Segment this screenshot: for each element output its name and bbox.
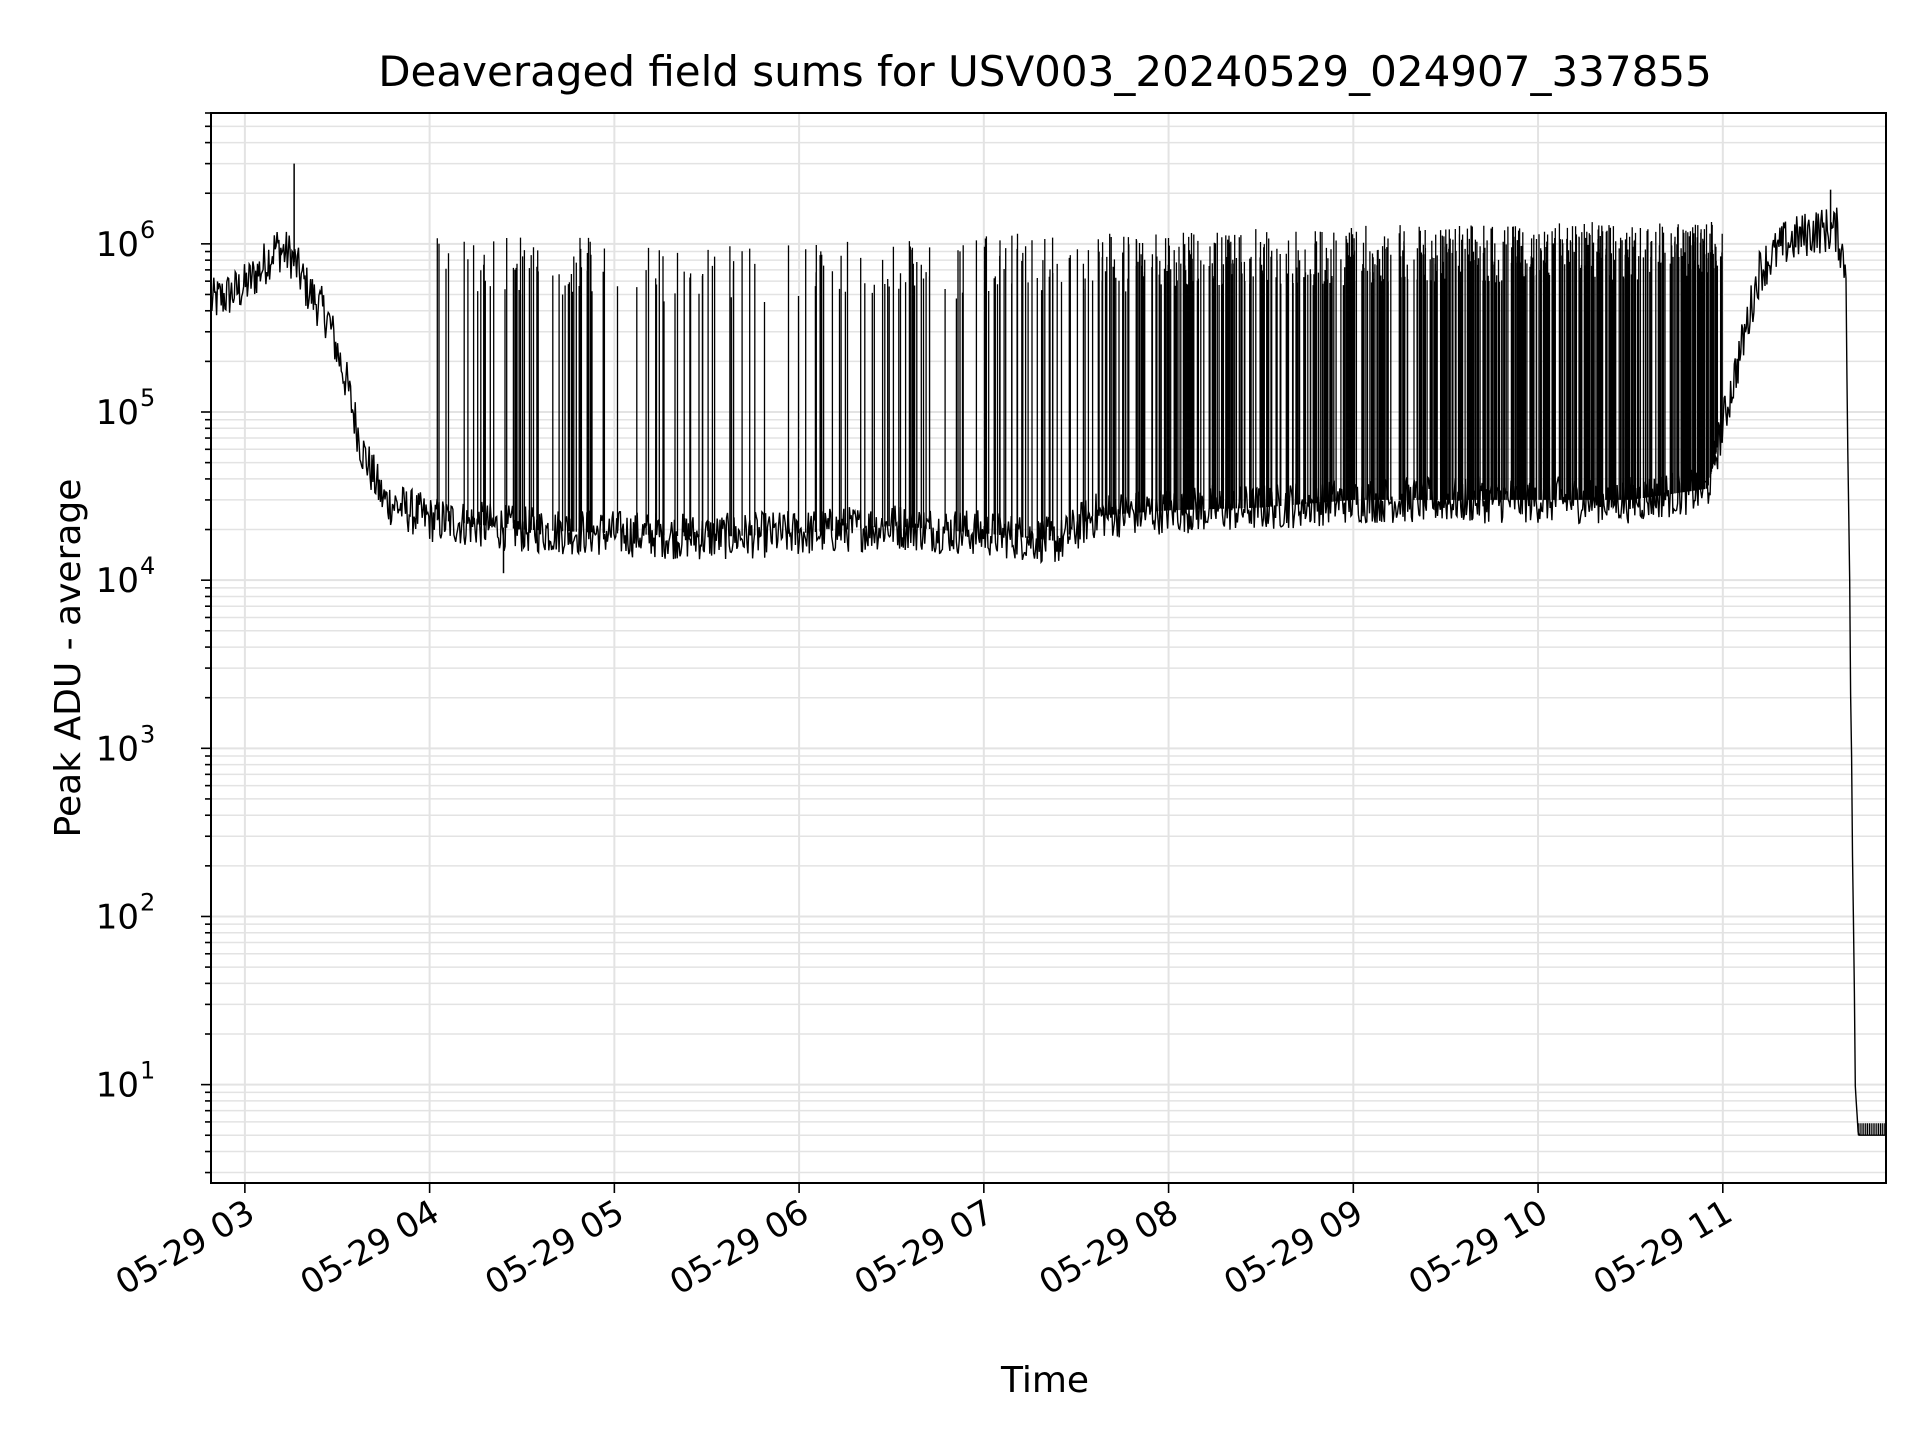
x-axis-label: Time (1000, 1360, 1089, 1401)
y-tick-exponent: 1 (140, 1057, 155, 1085)
series-spikes (436, 222, 1723, 541)
y-tick-base: 10 (96, 729, 139, 769)
chart-title: Deaveraged field sums for USV003_2024052… (378, 47, 1712, 96)
y-tick-exponent: 3 (140, 720, 155, 748)
y-tick-label: 10 (96, 561, 139, 601)
y-tick-base: 10 (96, 897, 139, 937)
y-tick-exponent: 5 (140, 384, 155, 412)
series-group (211, 163, 1886, 1136)
y-tick-label: 10 (96, 1066, 139, 1106)
y-axis-label: Peak ADU - average (48, 479, 89, 838)
y-tick-exponent: 2 (140, 888, 155, 916)
y-tick-label: 10 (96, 393, 139, 433)
y-tick-label: 10 (96, 225, 139, 265)
y-tick-base: 10 (96, 393, 139, 433)
y-tick-label: 10 (96, 729, 139, 769)
y-tick-label: 10 (96, 897, 139, 937)
y-tick-base: 10 (96, 561, 139, 601)
y-tick-base: 10 (96, 1066, 139, 1106)
y-tick-exponent: 4 (140, 552, 155, 580)
y-tick-base: 10 (96, 225, 139, 265)
series-tail-ripple (1857, 1123, 1885, 1136)
plot-frame (210, 112, 1887, 1184)
y-tick-exponent: 6 (140, 216, 155, 244)
plot-area (211, 163, 1886, 1136)
